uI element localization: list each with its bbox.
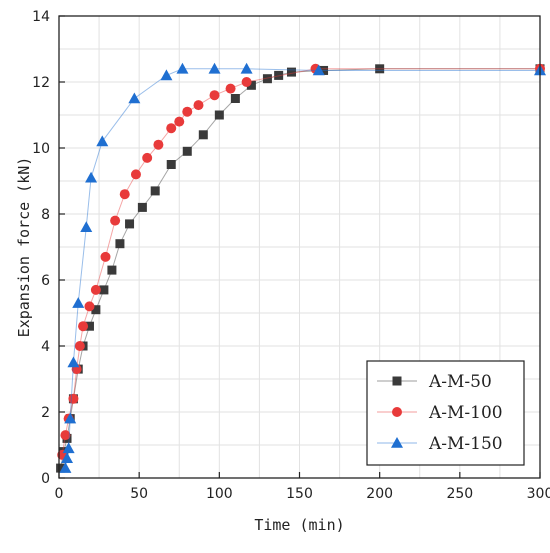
y-tick-label: 2: [41, 405, 50, 421]
data-point: [61, 452, 74, 463]
legend-label: A-M-150: [428, 434, 503, 454]
data-point: [208, 62, 221, 74]
data-point: [68, 393, 79, 404]
data-point: [193, 100, 204, 111]
data-point: [137, 202, 147, 212]
legend-marker: [392, 376, 402, 386]
data-point: [64, 412, 77, 424]
data-point: [84, 301, 95, 312]
data-point: [56, 463, 66, 473]
x-tick-label: 0: [55, 486, 64, 502]
data-point: [262, 74, 272, 84]
data-point: [119, 189, 130, 200]
series-A-M-150: [59, 62, 546, 473]
data-point: [96, 135, 109, 147]
data-point: [78, 321, 89, 332]
data-point: [74, 341, 85, 351]
x-tick-label: 250: [446, 486, 473, 502]
y-tick-label: 14: [32, 9, 50, 25]
data-point: [59, 462, 72, 473]
data-point: [166, 160, 176, 169]
x-tick-label: 100: [206, 486, 233, 502]
axis-ticks: 0 50 100 150 200 250 300 0 2 4 6 8 10 12 14: [32, 9, 550, 502]
data-point: [225, 83, 236, 94]
data-point: [182, 106, 193, 117]
data-point: [107, 265, 117, 275]
x-tick-label: 300: [527, 486, 550, 502]
legend-marker: [392, 407, 402, 417]
data-point: [91, 305, 101, 315]
data-point: [274, 70, 284, 80]
series-layer: [56, 62, 546, 473]
data-point: [319, 65, 329, 75]
data-point: [312, 64, 325, 76]
x-axis-title: Time (min): [254, 516, 344, 534]
data-point: [153, 139, 164, 150]
data-point: [142, 152, 153, 163]
data-point: [214, 110, 224, 120]
data-point: [375, 64, 385, 74]
series-line: [64, 68, 540, 469]
data-point: [150, 186, 160, 196]
y-tick-label: 6: [41, 273, 50, 289]
data-point: [128, 92, 141, 104]
data-point: [182, 146, 192, 156]
data-point: [230, 94, 240, 103]
data-point: [80, 221, 93, 232]
data-point: [246, 80, 256, 90]
legend: A-M-50 A-M-100 A-M-150: [366, 360, 525, 466]
data-point: [62, 442, 75, 454]
data-point: [72, 297, 85, 308]
x-tick-label: 50: [130, 486, 148, 502]
data-point: [286, 67, 296, 77]
y-tick-label: 12: [32, 75, 50, 91]
data-point: [125, 219, 135, 229]
data-point: [174, 116, 185, 127]
data-point: [67, 356, 80, 368]
data-point: [241, 77, 252, 87]
data-point: [60, 430, 71, 441]
data-point: [99, 285, 109, 295]
data-point: [166, 123, 177, 134]
data-point: [130, 169, 141, 180]
data-point: [240, 62, 253, 74]
y-tick-label: 10: [32, 141, 50, 157]
data-point: [209, 90, 220, 101]
x-tick-label: 150: [286, 486, 313, 502]
data-point: [160, 69, 173, 81]
data-point: [90, 284, 101, 295]
data-point: [115, 239, 125, 249]
legend-label: A-M-50: [428, 372, 492, 392]
data-point: [100, 251, 111, 262]
y-tick-label: 0: [41, 471, 50, 487]
data-point: [84, 321, 94, 331]
legend-marker: [391, 437, 403, 448]
y-tick-label: 8: [41, 207, 50, 223]
x-tick-label: 200: [366, 486, 393, 502]
legend-label: A-M-100: [428, 403, 503, 423]
data-point: [85, 171, 98, 183]
data-point: [110, 215, 121, 226]
data-point: [176, 62, 189, 74]
y-tick-label: 4: [41, 339, 50, 355]
y-axis-title: Expansion force (kN): [15, 157, 33, 338]
data-point: [198, 130, 208, 140]
